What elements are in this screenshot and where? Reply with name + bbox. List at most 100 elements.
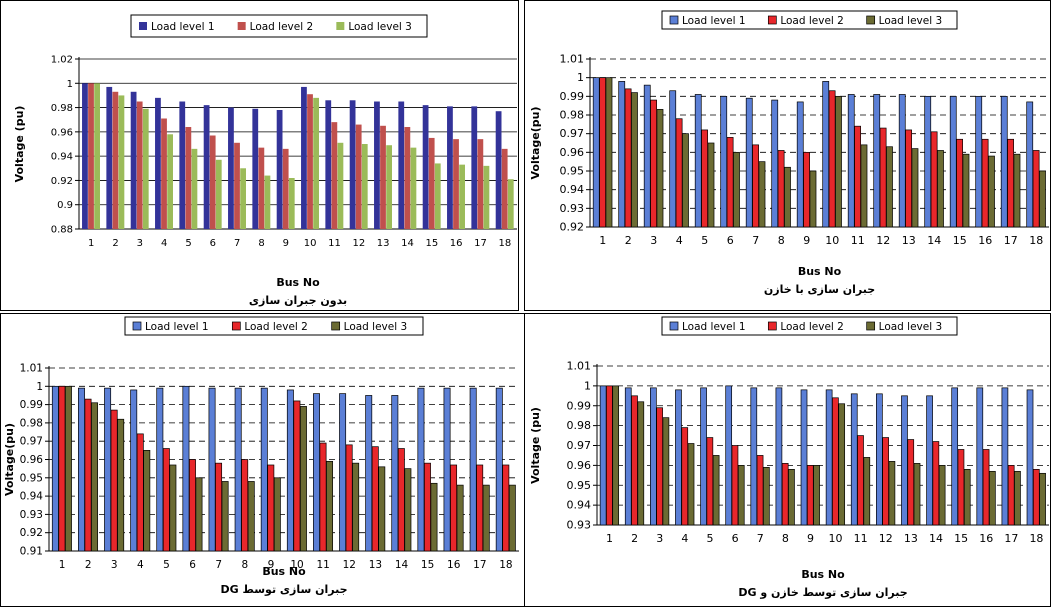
bar bbox=[1026, 389, 1034, 526]
bar bbox=[800, 389, 808, 526]
bar bbox=[706, 437, 714, 526]
chart-caption: جبران سازی توسط DG bbox=[220, 583, 347, 596]
bar bbox=[434, 163, 441, 229]
bar bbox=[854, 125, 861, 228]
bar bbox=[675, 118, 683, 228]
bar bbox=[326, 460, 334, 552]
bar bbox=[339, 393, 347, 552]
x-tick-label: 7 bbox=[757, 532, 764, 545]
bar bbox=[725, 385, 733, 526]
y-tick-label: 0.98 bbox=[20, 417, 43, 429]
legend-swatch bbox=[767, 321, 777, 331]
x-tick-label: 3 bbox=[137, 238, 143, 249]
bar bbox=[988, 155, 995, 228]
bar bbox=[267, 464, 275, 552]
x-tick-label: 2 bbox=[631, 532, 638, 545]
y-tick-label: 0.93 bbox=[560, 202, 585, 215]
y-axis-label: Voltage(pu) bbox=[3, 423, 16, 496]
bar bbox=[707, 142, 715, 228]
bar bbox=[288, 178, 295, 229]
bar bbox=[130, 389, 138, 552]
bar bbox=[110, 409, 118, 552]
bar bbox=[847, 94, 855, 228]
x-tick-label: 18 bbox=[499, 559, 512, 571]
bar bbox=[84, 398, 92, 552]
bar bbox=[495, 111, 502, 229]
bar bbox=[924, 95, 932, 228]
bar bbox=[483, 165, 490, 229]
bar bbox=[938, 465, 946, 526]
x-tick-label: 5 bbox=[701, 234, 708, 247]
bar bbox=[1039, 472, 1046, 526]
x-tick-label: 4 bbox=[681, 532, 688, 545]
bar bbox=[234, 142, 240, 229]
bar bbox=[319, 442, 327, 552]
bar bbox=[957, 449, 965, 526]
x-tick-label: 2 bbox=[85, 559, 92, 571]
y-tick-label: 0.95 bbox=[20, 472, 43, 484]
bar bbox=[142, 108, 149, 229]
bar bbox=[726, 137, 734, 228]
bar bbox=[1013, 153, 1021, 228]
legend-swatch bbox=[331, 321, 341, 331]
y-axis-label: Voltage (pu) bbox=[13, 106, 26, 183]
bar bbox=[784, 166, 791, 228]
bar bbox=[260, 387, 268, 552]
bar bbox=[835, 95, 842, 228]
bar bbox=[508, 484, 516, 552]
legend-swatch bbox=[231, 321, 241, 331]
x-tick-label: 6 bbox=[727, 234, 734, 247]
x-tick-label: 10 bbox=[825, 234, 839, 247]
bar bbox=[756, 455, 764, 526]
x-tick-label: 1 bbox=[599, 234, 606, 247]
y-tick-label: 0.92 bbox=[51, 176, 73, 187]
x-tick-label: 12 bbox=[352, 238, 365, 249]
x-tick-label: 5 bbox=[163, 559, 170, 571]
x-tick-label: 15 bbox=[421, 559, 434, 571]
bar bbox=[681, 427, 689, 526]
bar bbox=[913, 463, 921, 526]
bar bbox=[404, 468, 412, 552]
bar bbox=[106, 86, 113, 229]
y-axis-label: Voltage (pu) bbox=[529, 407, 542, 484]
legend-swatch bbox=[139, 22, 147, 30]
bar bbox=[456, 484, 464, 552]
bar bbox=[188, 459, 196, 552]
bar bbox=[752, 144, 759, 228]
x-tick-label: 11 bbox=[851, 234, 865, 247]
bar bbox=[501, 148, 508, 229]
bar bbox=[901, 395, 908, 526]
y-tick-label: 1.01 bbox=[20, 363, 43, 375]
bar bbox=[482, 484, 490, 552]
x-tick-label: 1 bbox=[59, 559, 66, 571]
bar bbox=[857, 435, 864, 526]
legend-label: Load level 2 bbox=[780, 321, 844, 333]
bar bbox=[240, 168, 246, 229]
bar bbox=[117, 418, 125, 552]
y-tick-label: 0.94 bbox=[51, 152, 73, 163]
bar bbox=[879, 127, 887, 228]
bar bbox=[430, 482, 438, 552]
bar bbox=[276, 110, 283, 229]
bar bbox=[469, 387, 477, 552]
bar bbox=[975, 95, 983, 228]
legend-label: Load level 2 bbox=[244, 321, 308, 333]
bar bbox=[775, 387, 783, 526]
y-tick-label: 0.92 bbox=[560, 221, 585, 234]
bar bbox=[156, 387, 164, 552]
x-tick-label: 10 bbox=[304, 238, 317, 249]
legend-swatch bbox=[669, 15, 679, 25]
x-tick-label: 12 bbox=[876, 234, 890, 247]
x-tick-label: 16 bbox=[450, 238, 463, 249]
bar bbox=[763, 467, 770, 526]
y-tick-label: 0.96 bbox=[20, 454, 44, 466]
y-tick-label: 0.97 bbox=[560, 127, 585, 140]
chart-panel-dg-compensation: 0.91 0.92 0.93 0.94 0.95 0.96 0.97 0.98 0.99 1 1.0… bbox=[0, 313, 526, 607]
bar bbox=[687, 443, 695, 526]
bar bbox=[822, 81, 830, 228]
bar bbox=[104, 387, 112, 552]
bar bbox=[453, 139, 459, 229]
x-tick-label: 18 bbox=[1029, 234, 1043, 247]
